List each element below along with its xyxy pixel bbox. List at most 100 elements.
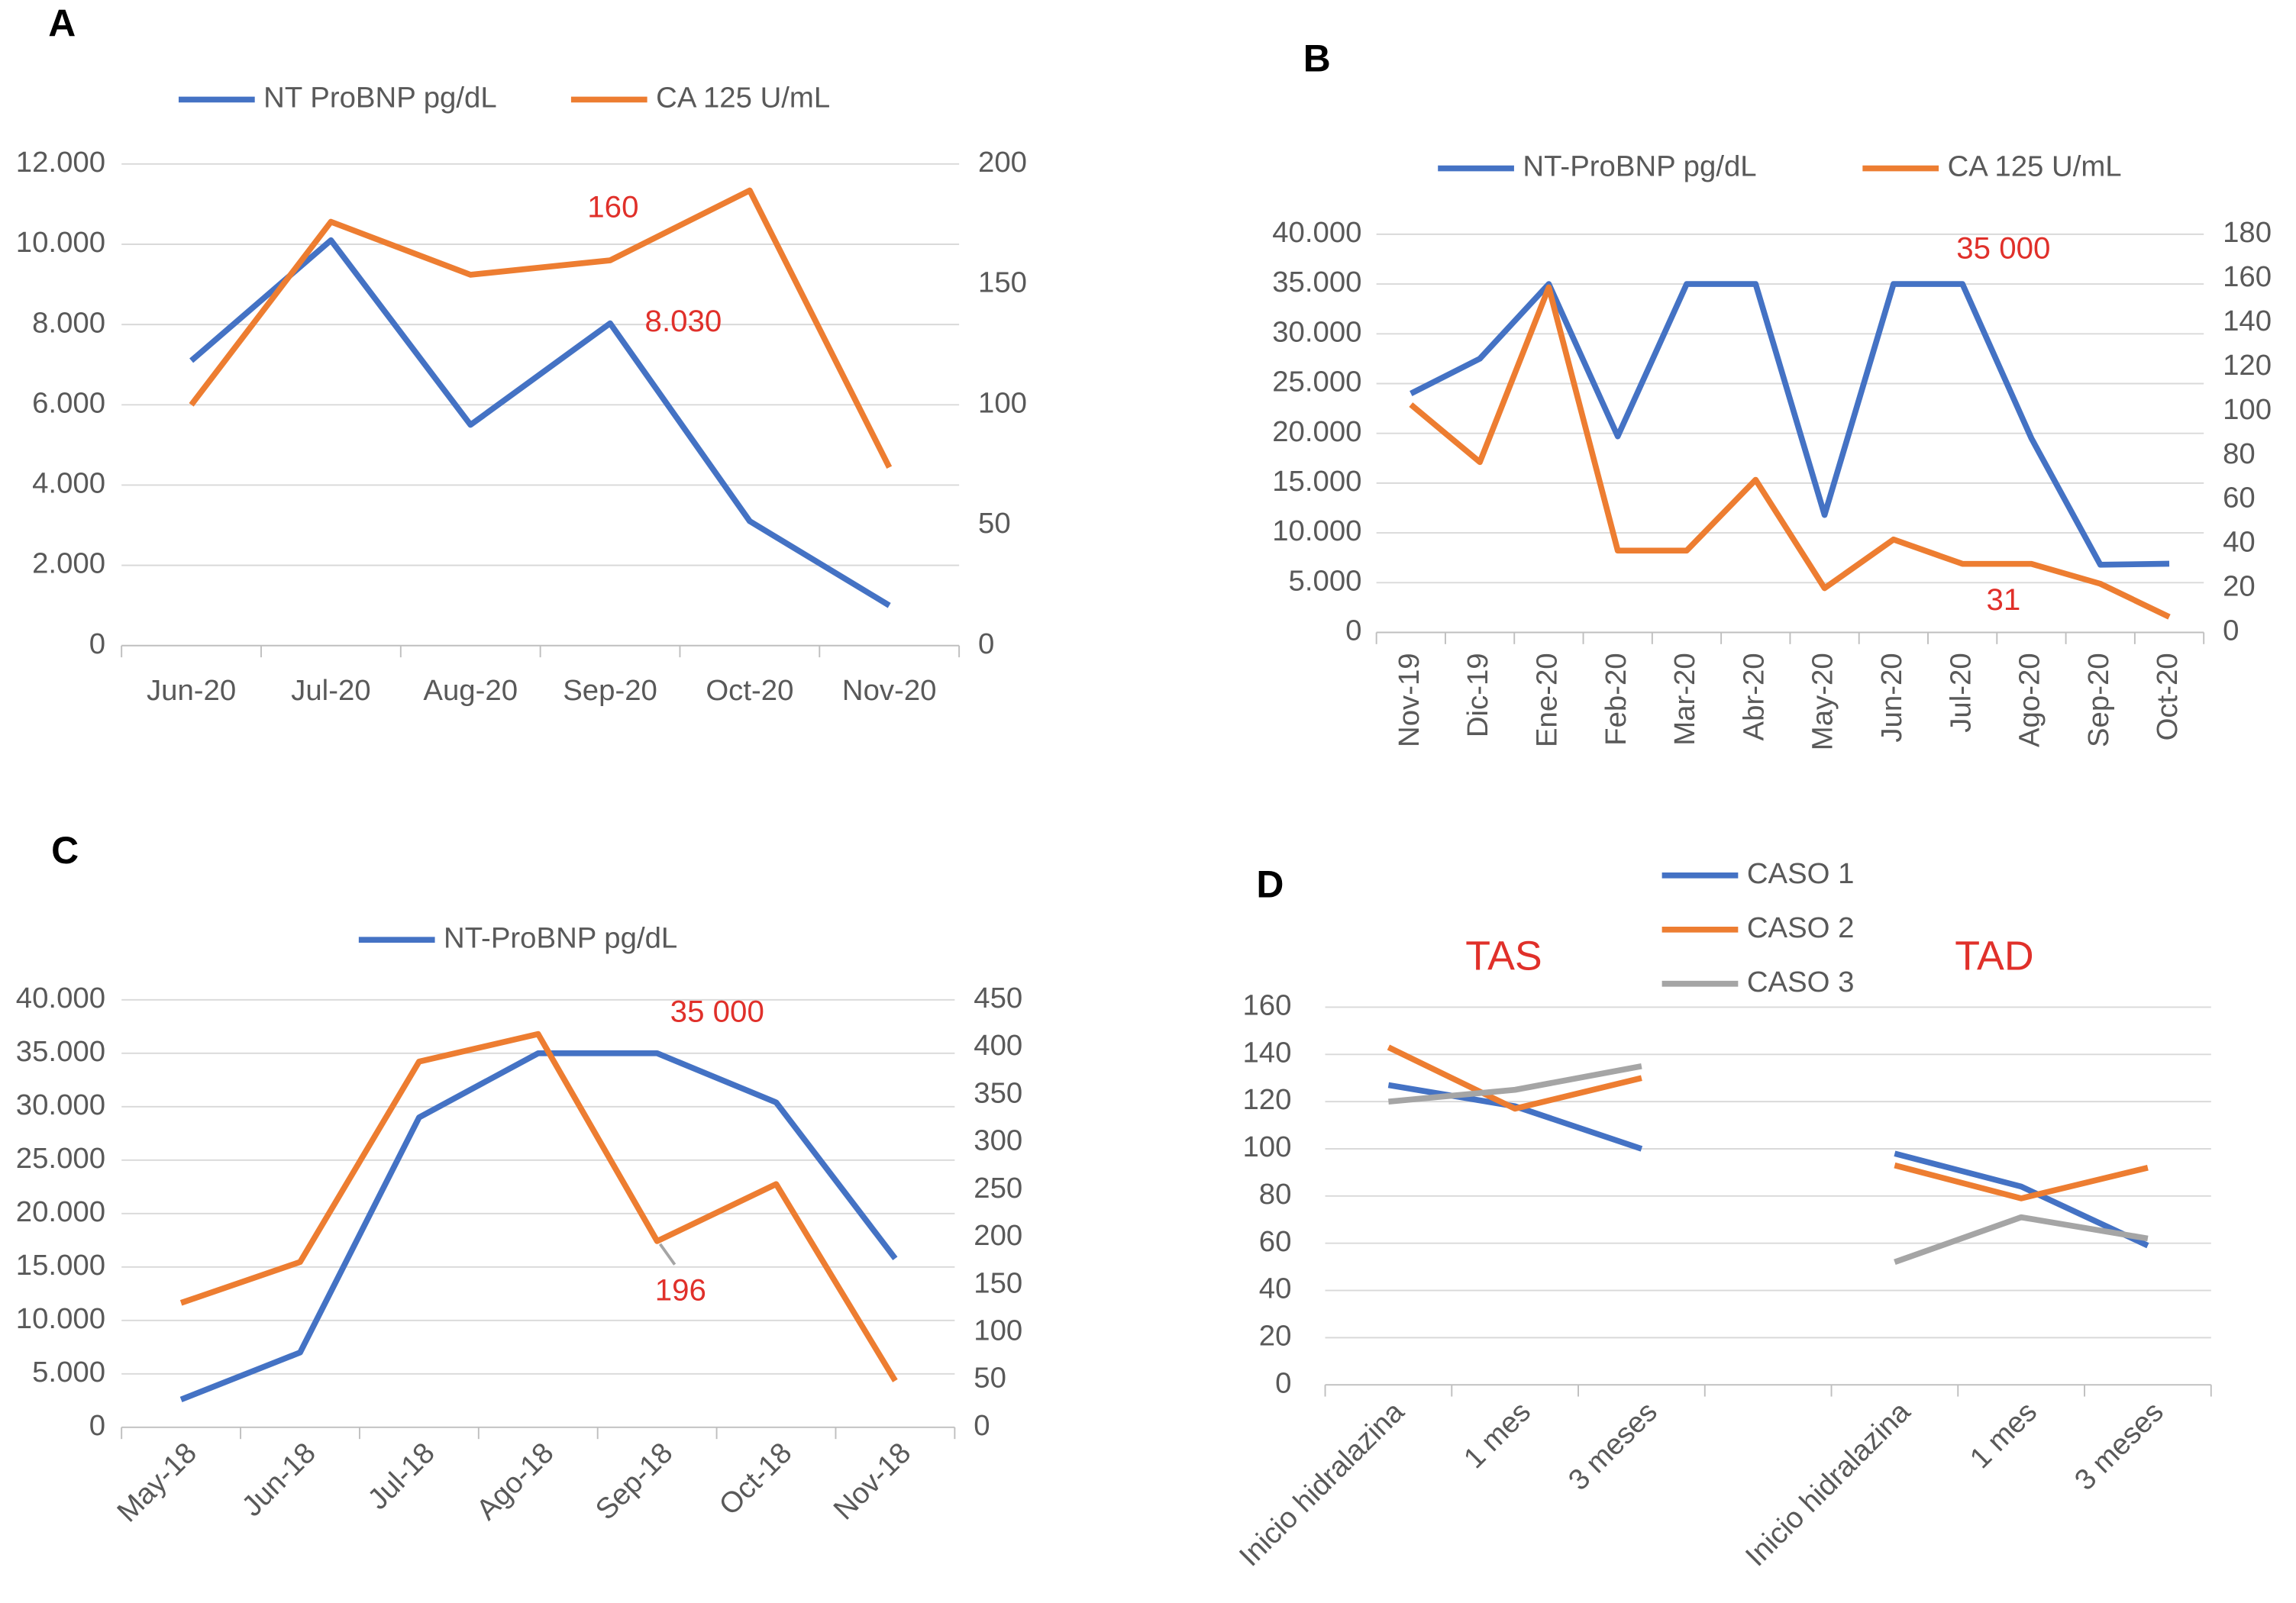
y-tick-label: 40.000 bbox=[1272, 216, 1361, 249]
x-tick-label: Aug-20 bbox=[423, 674, 518, 707]
x-tick-label: Oct-18 bbox=[713, 1437, 799, 1522]
y-tick-label: 6.000 bbox=[32, 386, 105, 419]
y-tick-label: 140 bbox=[1242, 1036, 1291, 1069]
x-tick-label: Jul-18 bbox=[361, 1437, 441, 1516]
y2-tick-label: 100 bbox=[978, 386, 1027, 419]
data-label: 35 000 bbox=[1956, 231, 2050, 266]
data-label: 35 000 bbox=[670, 995, 764, 1029]
x-tick-label: Inicio hidralazina bbox=[1233, 1395, 1411, 1573]
legend-label: NT-ProBNP pg/dL bbox=[444, 921, 677, 954]
x-tick-label: Sep-18 bbox=[589, 1437, 680, 1527]
panel-label: B bbox=[1303, 37, 1331, 80]
y2-tick-label: 100 bbox=[2223, 393, 2272, 426]
y-tick-label: 35.000 bbox=[1272, 266, 1361, 298]
annotation: TAD bbox=[1955, 933, 2033, 979]
y-tick-label: 0 bbox=[89, 627, 105, 660]
y-tick-label: 10.000 bbox=[1272, 514, 1361, 547]
x-tick-label: May-20 bbox=[1807, 653, 1839, 750]
chart-panel: D 0 20 40 60 80 100 120 140 160 Inicio hidralazina… bbox=[1233, 857, 2212, 1573]
x-tick-label: 1 mes bbox=[1964, 1395, 2043, 1475]
y2-tick-label: 60 bbox=[2223, 482, 2256, 514]
x-tick-label: Abr-20 bbox=[1737, 653, 1770, 740]
legend-label: NT-ProBNP pg/dL bbox=[1523, 150, 1756, 183]
annotation: TAS bbox=[1465, 933, 1542, 979]
data-label: 196 bbox=[655, 1273, 706, 1308]
y-tick-label: 5.000 bbox=[1289, 564, 1362, 597]
series-line bbox=[189, 237, 891, 608]
chart-panel: C 0 5.000 10.000 15.000 20.000 25.000 30.000 35.… bbox=[16, 829, 1022, 1528]
y-tick-label: 30.000 bbox=[1272, 315, 1361, 348]
y2-tick-label: 450 bbox=[974, 982, 1022, 1014]
y2-tick-label: 300 bbox=[974, 1124, 1022, 1157]
x-tick-label: Feb-20 bbox=[1600, 653, 1632, 746]
data-label: 31 bbox=[1986, 582, 2020, 617]
data-label: 160 bbox=[587, 190, 638, 224]
leader-line bbox=[658, 1243, 677, 1266]
y-tick-label: 20.000 bbox=[16, 1195, 105, 1228]
y-tick-label: 40.000 bbox=[16, 982, 105, 1014]
y-tick-label: 160 bbox=[1242, 989, 1291, 1022]
y-tick-label: 10.000 bbox=[16, 226, 105, 259]
x-tick-label: Oct-20 bbox=[706, 674, 793, 707]
y-tick-label: 0 bbox=[1345, 614, 1361, 647]
y2-tick-label: 120 bbox=[2223, 349, 2272, 382]
x-tick-label: Jun-20 bbox=[147, 674, 236, 707]
x-tick-label: Ago-18 bbox=[470, 1437, 560, 1527]
legend-label: NT ProBNP pg/dL bbox=[263, 82, 496, 114]
y-tick-label: 5.000 bbox=[32, 1356, 105, 1389]
x-tick-label: Nov-20 bbox=[842, 674, 937, 707]
series-line bbox=[1410, 281, 2170, 568]
y2-tick-label: 0 bbox=[978, 627, 994, 660]
y2-tick-label: 160 bbox=[2223, 260, 2272, 293]
x-tick-label: Ago-20 bbox=[2013, 653, 2046, 747]
chart-panel: A 0 2.000 4.000 6.000 8.000 10.000 12.000 0 50 100… bbox=[16, 2, 1027, 708]
series-line bbox=[1388, 1063, 2149, 1266]
y2-tick-label: 180 bbox=[2223, 216, 2272, 249]
series-line bbox=[1387, 1044, 2149, 1201]
y2-tick-label: 0 bbox=[974, 1409, 990, 1442]
y2-tick-label: 50 bbox=[974, 1362, 1006, 1395]
y-tick-label: 20 bbox=[1259, 1319, 1292, 1352]
panel-label: A bbox=[48, 2, 76, 45]
x-tick-label: Dic-19 bbox=[1461, 653, 1494, 737]
y2-tick-label: 150 bbox=[974, 1266, 1022, 1299]
x-tick-label: Nov-18 bbox=[827, 1437, 917, 1527]
series-line bbox=[179, 1050, 898, 1402]
series-line bbox=[1409, 284, 2171, 620]
x-tick-label: Jun-20 bbox=[1875, 653, 1908, 742]
y2-tick-label: 200 bbox=[974, 1219, 1022, 1252]
y-tick-label: 80 bbox=[1259, 1178, 1292, 1211]
x-tick-label: Inicio hidralazina bbox=[1739, 1395, 1917, 1573]
series-line bbox=[179, 1030, 898, 1382]
y2-tick-label: 200 bbox=[978, 146, 1027, 179]
y-tick-label: 25.000 bbox=[1272, 366, 1361, 398]
x-tick-label: Ene-20 bbox=[1531, 653, 1564, 747]
x-tick-label: 3 meses bbox=[1562, 1395, 1664, 1497]
legend-label: CA 125 U/mL bbox=[656, 82, 830, 114]
y2-tick-label: 40 bbox=[2223, 526, 2256, 559]
x-tick-label: Sep-20 bbox=[2082, 653, 2115, 747]
y-tick-label: 10.000 bbox=[16, 1302, 105, 1335]
y2-tick-label: 0 bbox=[2223, 614, 2239, 647]
y-tick-label: 100 bbox=[1242, 1130, 1291, 1163]
legend-label: CASO 3 bbox=[1747, 966, 1855, 998]
y-tick-label: 20.000 bbox=[1272, 415, 1361, 448]
panel-label: D bbox=[1256, 863, 1284, 905]
y-tick-label: 120 bbox=[1242, 1083, 1291, 1116]
y-tick-label: 2.000 bbox=[32, 547, 105, 580]
x-tick-label: Oct-20 bbox=[2151, 653, 2184, 740]
x-tick-label: Jul-20 bbox=[1944, 653, 1977, 732]
y-tick-label: 40 bbox=[1259, 1272, 1292, 1305]
x-tick-label: Jul-20 bbox=[291, 674, 370, 707]
y2-tick-label: 80 bbox=[2223, 437, 2256, 470]
y2-tick-label: 140 bbox=[2223, 305, 2272, 337]
data-label: 8.030 bbox=[645, 304, 722, 338]
y-tick-label: 35.000 bbox=[16, 1035, 105, 1068]
legend-label: CA 125 U/mL bbox=[1948, 150, 2122, 183]
y-tick-label: 15.000 bbox=[1272, 465, 1361, 498]
y2-tick-label: 100 bbox=[974, 1314, 1022, 1347]
x-tick-label: Sep-20 bbox=[563, 674, 657, 707]
x-tick-label: Mar-20 bbox=[1668, 653, 1701, 745]
y-tick-label: 8.000 bbox=[32, 306, 105, 339]
